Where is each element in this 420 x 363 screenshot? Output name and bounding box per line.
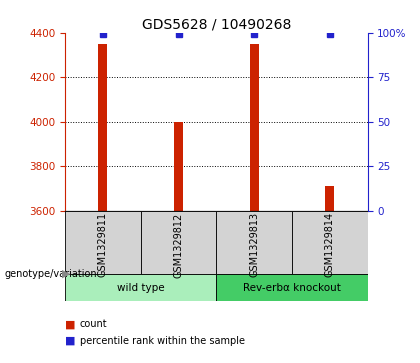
Text: count: count bbox=[80, 319, 108, 330]
Text: genotype/variation: genotype/variation bbox=[4, 269, 97, 279]
Bar bbox=[216, 211, 292, 274]
Text: Rev-erbα knockout: Rev-erbα knockout bbox=[243, 283, 341, 293]
Text: GSM1329814: GSM1329814 bbox=[325, 212, 335, 277]
Text: percentile rank within the sample: percentile rank within the sample bbox=[80, 336, 245, 346]
Text: GSM1329813: GSM1329813 bbox=[249, 212, 259, 277]
Bar bbox=[325, 186, 334, 211]
Bar bbox=[174, 122, 183, 211]
Bar bbox=[141, 211, 216, 274]
Bar bbox=[65, 274, 216, 301]
Text: GSM1329812: GSM1329812 bbox=[173, 212, 184, 278]
Text: ▶: ▶ bbox=[62, 269, 71, 279]
Bar bbox=[249, 44, 259, 211]
Text: ■: ■ bbox=[65, 336, 76, 346]
Bar bbox=[292, 211, 368, 274]
Text: ■: ■ bbox=[65, 319, 76, 330]
Text: wild type: wild type bbox=[117, 283, 165, 293]
Bar bbox=[98, 44, 108, 211]
Text: GSM1329811: GSM1329811 bbox=[98, 212, 108, 277]
Bar bbox=[65, 211, 141, 274]
Bar bbox=[216, 274, 368, 301]
Title: GDS5628 / 10490268: GDS5628 / 10490268 bbox=[142, 17, 291, 32]
